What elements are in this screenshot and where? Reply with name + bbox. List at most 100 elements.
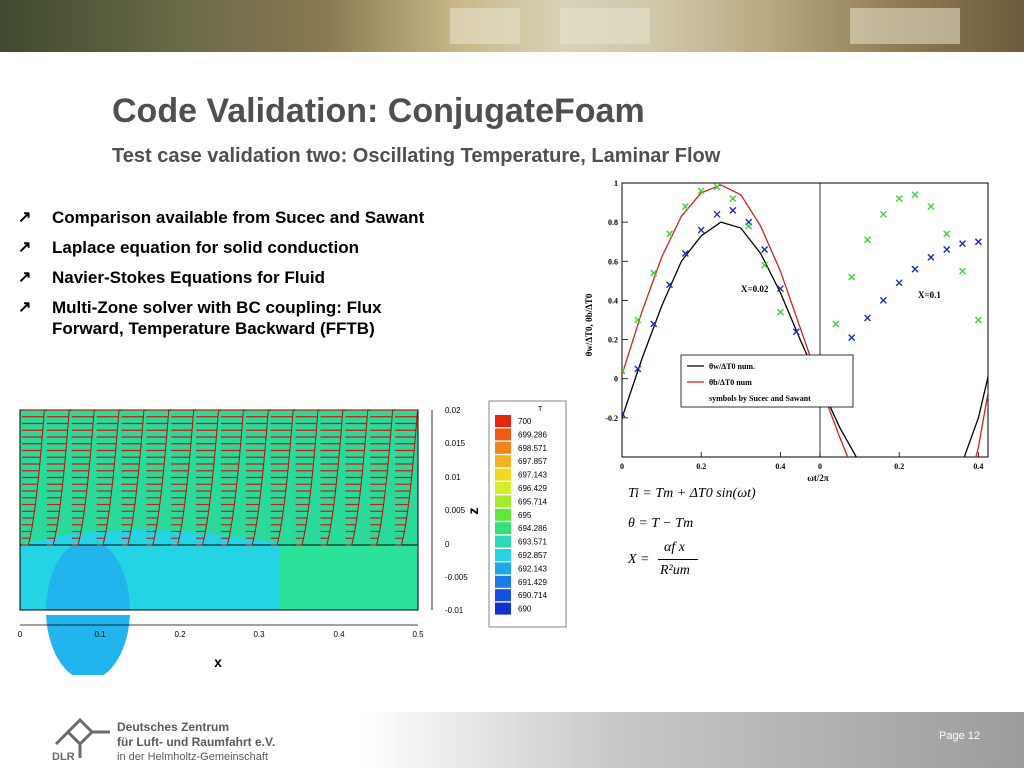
chart-x-label: ωt/2π <box>807 473 829 483</box>
data-marker <box>697 187 705 195</box>
legend-value: 693.571 <box>518 538 547 547</box>
velocity-profile <box>152 409 170 546</box>
banner-panel <box>850 8 960 44</box>
legend-swatch <box>495 495 511 508</box>
legend-value: 698.571 <box>518 444 547 453</box>
data-marker <box>650 320 658 328</box>
data-marker <box>713 210 721 218</box>
x-tick-label: 0.2 <box>894 462 904 471</box>
legend-swatch <box>495 522 511 535</box>
panel-x01 <box>820 191 1013 457</box>
arrow-icon: ↗ <box>18 209 32 226</box>
data-marker <box>761 261 769 269</box>
series-line <box>820 374 988 457</box>
velocity-profile <box>251 409 269 546</box>
validation-chart: 10.80.60.40.20-0.20 00.2 0.20.4 0.4 X=0.02 … <box>584 179 1013 483</box>
y-tick-label: -0.2 <box>605 414 618 423</box>
org-line-3: in der Helmholtz-Gemeinschaft <box>117 751 269 763</box>
legend-swatch <box>495 468 511 481</box>
legend-swatch <box>495 602 511 615</box>
chart-frame <box>621 182 989 458</box>
y-tick-label: 0.8 <box>608 218 618 227</box>
equation-3-denominator: R²um <box>660 563 690 578</box>
data-marker <box>974 238 982 246</box>
data-marker <box>776 285 784 293</box>
legend-value: 690 <box>518 605 532 614</box>
data-marker <box>697 226 705 234</box>
legend-value: 697.857 <box>518 457 547 466</box>
legend-value: 692.857 <box>518 551 547 560</box>
bullet-text: Navier-Stokes Equations for Fluid <box>52 268 325 287</box>
x-tick-label: 0.2 <box>696 462 706 471</box>
x-tick-label: 0 <box>818 462 822 471</box>
legend-value: 692.143 <box>518 564 547 573</box>
legend-value: 694.286 <box>518 524 547 533</box>
equations: Ti = Tm + ΔT0 sin(ωt) θ = T − Tm X = αf … <box>620 480 820 590</box>
data-marker <box>927 253 935 261</box>
bullet-item: ↗ Laplace equation for solid conduction <box>18 237 458 258</box>
z-tick: 0 <box>445 540 450 549</box>
data-marker <box>879 210 887 218</box>
velocity-profile <box>52 409 70 546</box>
plot-frame <box>19 409 419 611</box>
data-marker <box>1007 264 1013 270</box>
z-tick: -0.005 <box>445 573 468 582</box>
data-marker <box>943 246 951 254</box>
chart-legend <box>680 354 854 408</box>
data-marker <box>681 249 689 257</box>
series-line <box>622 184 820 385</box>
y-tick-label: 0.4 <box>608 296 618 305</box>
chart-axes: 1 0.8 0.6 0.4 0.2 0 -0.2 0 0 0.2 0.2 0.4 0.4 <box>605 179 983 471</box>
arrow-icon: ↗ <box>18 269 32 286</box>
data-marker <box>895 195 903 203</box>
data-marker <box>864 236 872 244</box>
slide-title: Code Validation: ConjugateFoam <box>112 92 645 130</box>
data-marker <box>927 202 935 210</box>
mask <box>20 610 418 615</box>
x-tick: 0.4 <box>333 630 345 639</box>
bullet-list: ↗ Comparison available from Sucec and Saw… <box>18 207 458 348</box>
banner-panel <box>560 8 650 44</box>
arrow-icon: ↗ <box>18 239 32 256</box>
velocity-profile <box>400 409 419 546</box>
x-axis-label: x <box>214 654 222 670</box>
velocity-profile <box>276 409 294 546</box>
data-marker <box>848 334 856 342</box>
velocity-profile <box>301 409 319 546</box>
data-marker <box>666 281 674 289</box>
data-marker <box>959 240 967 248</box>
data-marker <box>713 183 721 191</box>
x-tick-label: 0.4 <box>973 462 983 471</box>
solid-region-warm <box>280 545 418 610</box>
x-tick-label: 0.4 <box>775 462 785 471</box>
velocity-profile <box>177 409 195 546</box>
x-tick-label: 0 <box>620 462 624 471</box>
velocity-profile <box>201 409 220 546</box>
legend-label: θb/ΔT0 num <box>709 378 752 387</box>
interface-band <box>20 530 290 545</box>
data-marker <box>650 269 658 277</box>
x-tick: 0.5 <box>412 630 424 639</box>
data-marker <box>634 316 642 324</box>
bullet-item: ↗ Navier-Stokes Equations for Fluid <box>18 267 458 288</box>
legend-label: θw/ΔT0 num. <box>709 362 755 371</box>
equation-2: θ = T − Tm <box>628 516 694 531</box>
legend-swatch <box>495 415 511 427</box>
y-tick-label: 1 <box>614 179 618 188</box>
x-tick: 0 <box>18 630 23 639</box>
bullet-text: Comparison available from Sucec and Sawa… <box>52 208 425 227</box>
data-marker <box>864 314 872 322</box>
velocity-profile <box>77 409 95 546</box>
data-marker <box>1007 405 1013 411</box>
data-marker <box>911 265 919 273</box>
panel-label: X=0.1 <box>918 290 941 300</box>
dlr-logo-mark <box>54 718 110 758</box>
z-tick: 0.005 <box>445 506 466 515</box>
y-tick-label: 0 <box>614 375 618 384</box>
z-tick: -0.01 <box>445 606 464 615</box>
data-marker <box>832 320 840 328</box>
legend-value: 697.143 <box>518 471 547 480</box>
data-marker <box>622 367 626 375</box>
org-line-2: für Luft- und Raumfahrt e.V. <box>117 735 276 749</box>
cold-spot <box>46 540 130 675</box>
